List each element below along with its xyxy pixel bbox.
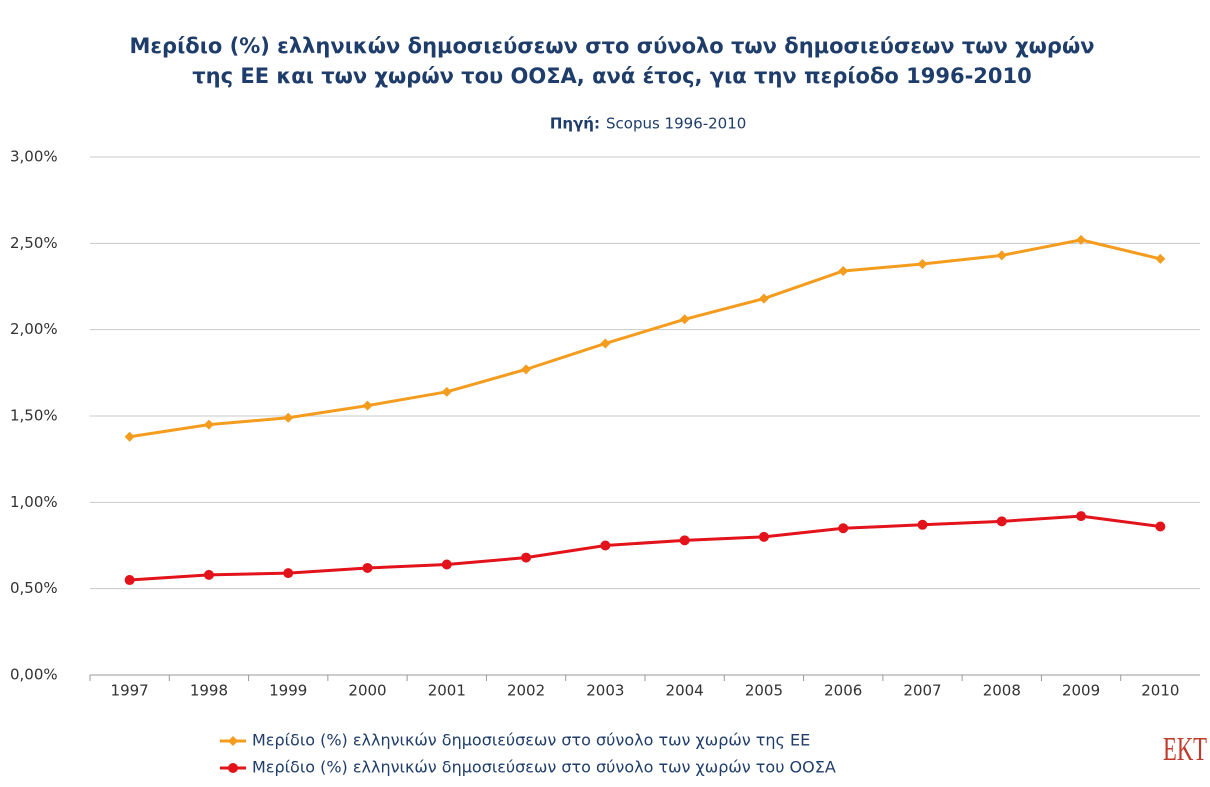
marker xyxy=(441,386,452,397)
x-tick-label: 2001 xyxy=(428,682,466,700)
marker xyxy=(679,314,690,325)
x-tick-label: 2005 xyxy=(745,682,783,700)
marker xyxy=(758,531,769,542)
marker xyxy=(996,516,1007,527)
y-tick-label: 2,50% xyxy=(10,234,58,252)
x-tick-label: 1998 xyxy=(190,682,228,700)
x-tick-label: 2007 xyxy=(903,682,941,700)
x-tick-label: 2009 xyxy=(1062,682,1100,700)
marker xyxy=(1076,511,1087,522)
series-line xyxy=(129,238,1161,439)
x-tick-label: 2000 xyxy=(348,682,386,700)
marker xyxy=(996,250,1007,261)
x-tick-label: 2008 xyxy=(983,682,1021,700)
x-tick-label: 2004 xyxy=(666,682,704,700)
marker xyxy=(521,364,532,375)
marker xyxy=(441,559,452,570)
x-tick-label: 2003 xyxy=(586,682,624,700)
marker xyxy=(124,575,135,586)
marker xyxy=(362,400,373,411)
source-label: Πηγή: xyxy=(550,115,600,133)
y-tick-label: 0,00% xyxy=(10,666,58,684)
y-tick-label: 3,00% xyxy=(10,148,58,166)
marker xyxy=(917,519,928,530)
marker xyxy=(758,293,769,304)
marker xyxy=(283,412,294,423)
x-tick-label: 1999 xyxy=(269,682,307,700)
x-tick-label: 1997 xyxy=(111,682,149,700)
legend-label: Μερίδιο (%) ελληνικών δημοσιεύσεων στο σ… xyxy=(252,758,836,777)
marker xyxy=(838,265,849,276)
marker xyxy=(838,523,849,534)
x-tick-label: 2002 xyxy=(507,682,545,700)
y-tick-label: 1,50% xyxy=(10,407,58,425)
marker xyxy=(1076,234,1087,245)
marker xyxy=(917,259,928,270)
marker xyxy=(600,540,611,551)
x-tick-label: 2006 xyxy=(824,682,862,700)
marker xyxy=(1155,521,1166,532)
y-tick-label: 0,50% xyxy=(10,579,58,597)
marker xyxy=(124,431,135,442)
source: Scopus 1996-2010 xyxy=(606,115,746,133)
marker xyxy=(203,419,214,430)
marker xyxy=(228,763,238,773)
chart-title: Μερίδιο (%) ελληνικών δημοσιεύσεων στο σ… xyxy=(129,34,1094,58)
logo: EKT xyxy=(1163,731,1207,768)
marker xyxy=(521,552,532,563)
marker xyxy=(283,568,294,579)
x-tick-label: 2010 xyxy=(1141,682,1179,700)
chart-title: της ΕΕ και των χωρών του ΟΟΣΑ, ανά έτος,… xyxy=(192,64,1031,88)
marker xyxy=(203,569,214,580)
series-line xyxy=(129,514,1161,582)
y-tick-label: 2,00% xyxy=(10,320,58,338)
marker xyxy=(228,736,238,746)
marker xyxy=(1155,253,1166,264)
legend-label: Μερίδιο (%) ελληνικών δημοσιεύσεων στο σ… xyxy=(252,731,810,750)
marker xyxy=(362,562,373,573)
marker xyxy=(679,535,690,546)
marker xyxy=(600,338,611,349)
y-tick-label: 1,00% xyxy=(10,493,58,511)
